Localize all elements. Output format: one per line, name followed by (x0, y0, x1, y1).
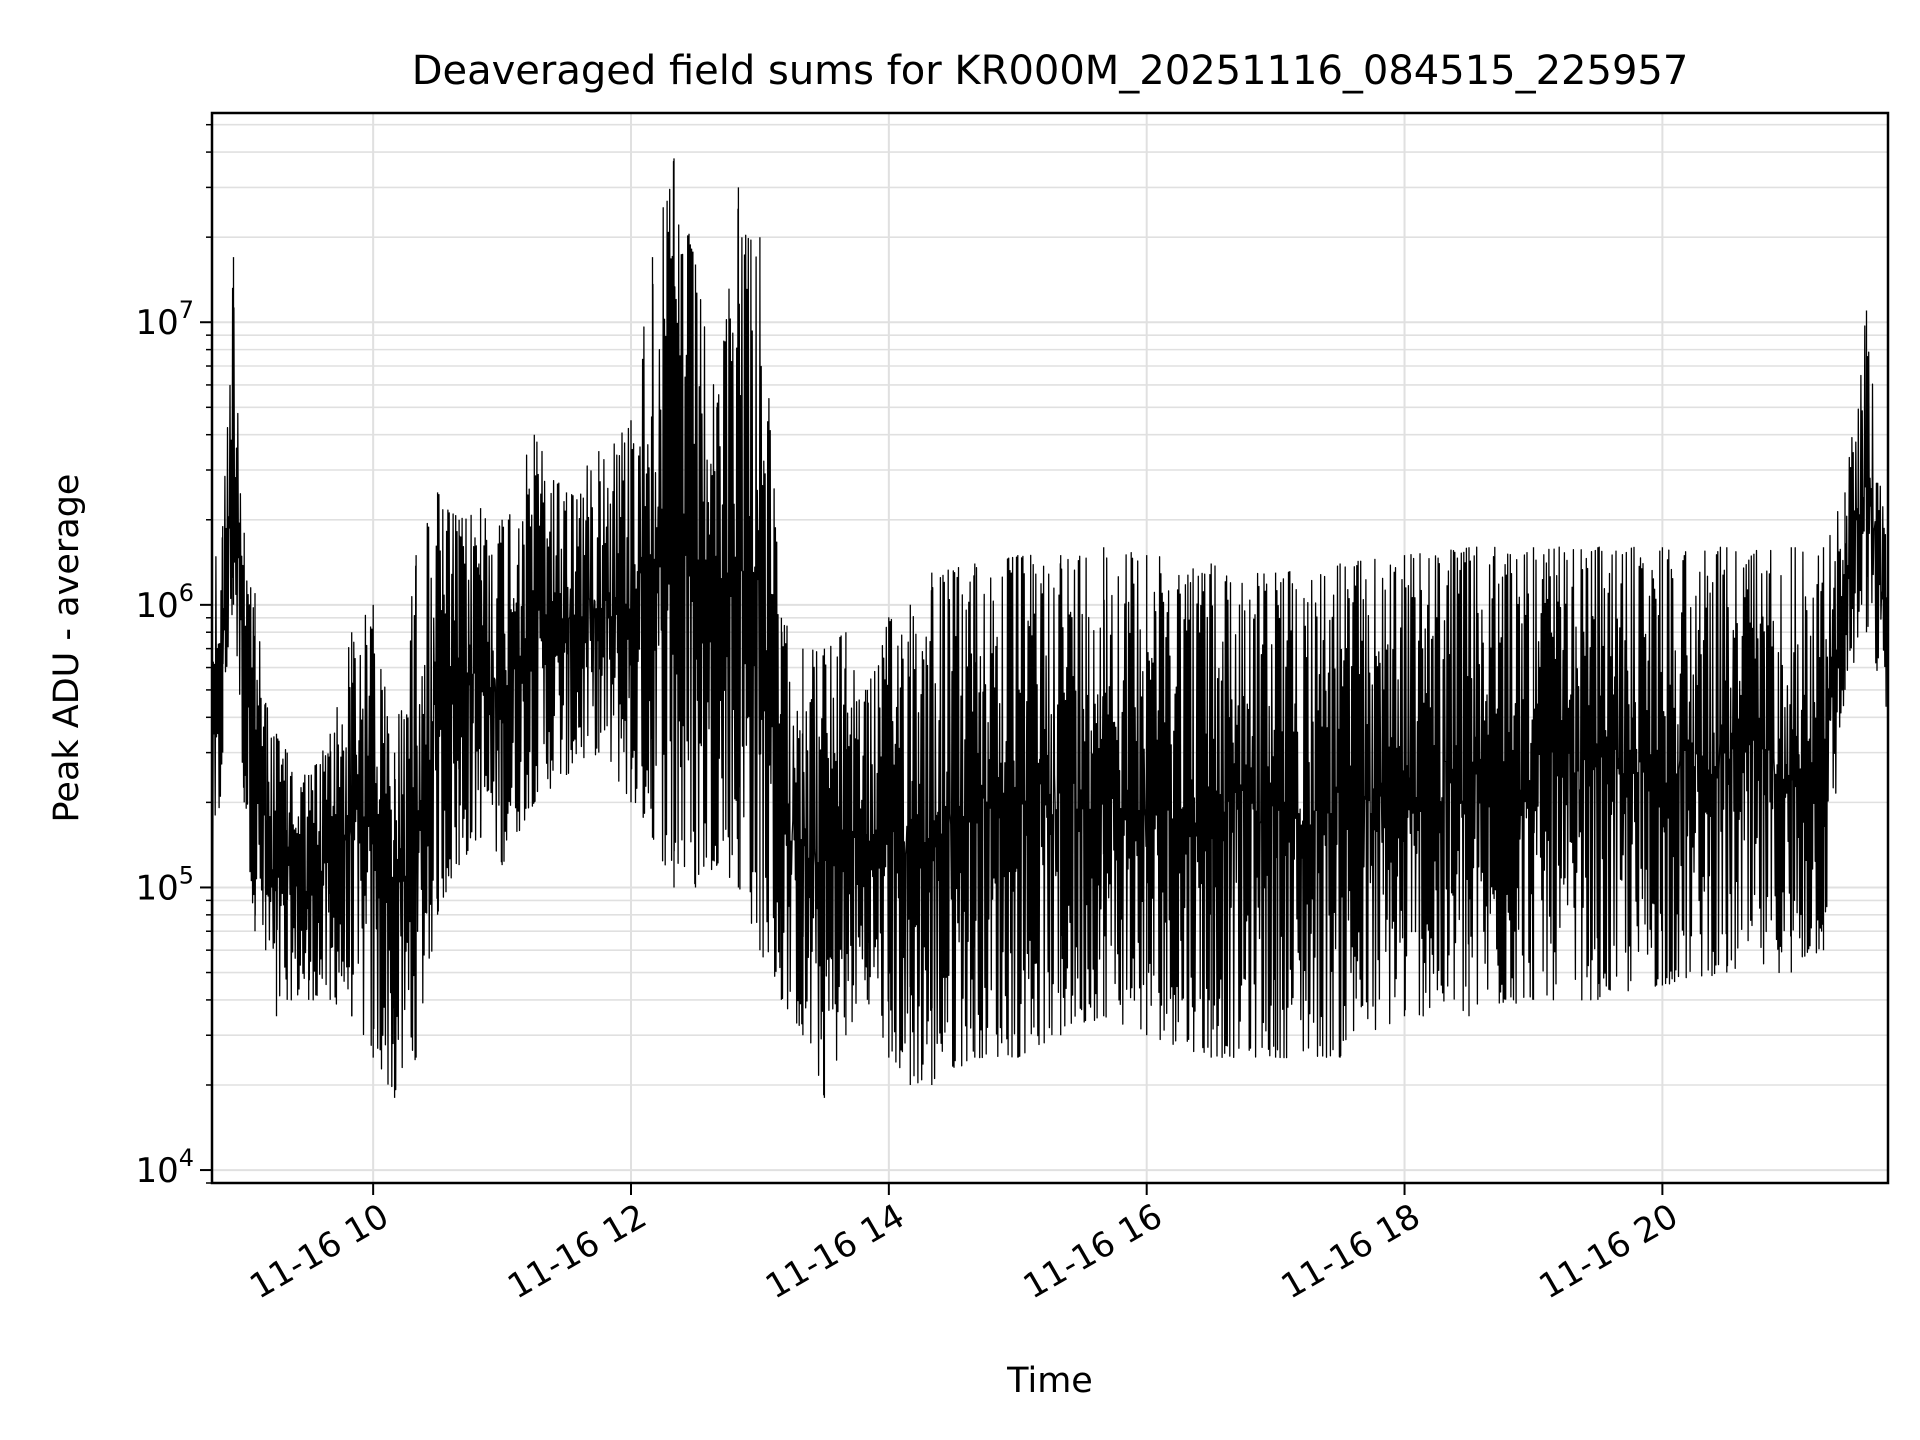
y-tick-base: 10 (135, 868, 178, 908)
x-tick-label: 11-16 18 (1275, 1196, 1427, 1307)
x-tick-label: 11-16 20 (1532, 1196, 1684, 1307)
series-line (211, 158, 1889, 1098)
x-tick-label: 11-16 12 (501, 1196, 653, 1307)
y-tick-exponent: 6 (179, 579, 194, 607)
y-tick-label: 107 (135, 296, 194, 343)
x-axis-label: Time (1006, 1361, 1093, 1401)
y-axis-label: Peak ADU - average (47, 474, 87, 823)
y-tick-base: 10 (135, 1151, 178, 1191)
y-tick-base: 10 (135, 303, 178, 343)
y-tick-exponent: 4 (179, 1144, 194, 1172)
y-tick-exponent: 5 (179, 861, 194, 889)
y-tick-label: 106 (135, 579, 194, 626)
x-tick-label: 11-16 10 (243, 1196, 395, 1307)
x-tick-label: 11-16 16 (1017, 1196, 1169, 1307)
y-tick-base: 10 (135, 586, 178, 626)
y-tick-label: 105 (135, 861, 194, 908)
y-tick-exponent: 7 (179, 296, 194, 324)
x-axis-ticks: 11-16 10 11-16 12 11-16 14 11-16 16 11-16 18… (243, 1183, 1685, 1307)
series-path (211, 158, 1889, 1098)
x-tick-label: 11-16 14 (759, 1196, 911, 1307)
chart-title: Deaveraged field sums for KR000M_2025111… (412, 48, 1689, 94)
y-tick-label: 104 (135, 1144, 194, 1191)
